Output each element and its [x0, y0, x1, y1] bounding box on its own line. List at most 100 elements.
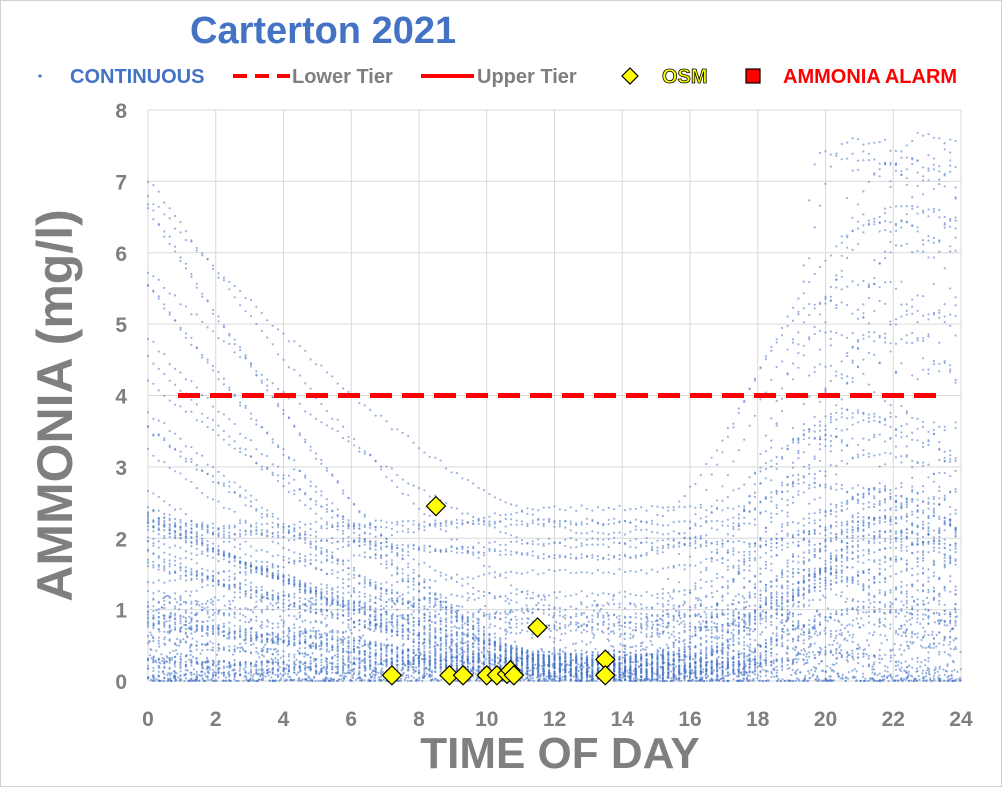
continuous-point: [179, 663, 182, 666]
continuous-point: [152, 592, 155, 595]
continuous-point: [575, 629, 578, 632]
continuous-point: [656, 513, 659, 517]
continuous-point: [916, 609, 919, 612]
continuous-point: [477, 575, 480, 578]
continuous-point: [764, 620, 768, 623]
continuous-point: [385, 521, 388, 524]
continuous-point: [222, 527, 225, 530]
continuous-point: [520, 572, 524, 575]
continuous-point: [304, 669, 307, 672]
continuous-point: [781, 326, 784, 330]
continuous-point: [813, 522, 816, 525]
continuous-point: [894, 560, 898, 563]
continuous-point: [211, 579, 215, 583]
continuous-point: [813, 415, 816, 419]
continuous-point: [618, 618, 621, 621]
continuous-point: [808, 487, 811, 490]
continuous-point: [743, 660, 746, 663]
continuous-point: [239, 346, 242, 349]
continuous-point: [932, 311, 936, 314]
continuous-point: [342, 586, 345, 589]
continuous-point: [304, 441, 307, 444]
continuous-point: [146, 528, 150, 531]
continuous-point: [667, 509, 670, 512]
continuous-point: [575, 652, 578, 655]
continuous-point: [943, 315, 946, 318]
continuous-point: [737, 411, 740, 414]
continuous-point: [954, 551, 957, 554]
continuous-point: [233, 624, 236, 627]
continuous-point: [445, 632, 448, 635]
continuous-point: [753, 508, 757, 511]
continuous-point: [938, 309, 941, 312]
continuous-point: [672, 625, 675, 629]
continuous-point: [390, 527, 393, 530]
continuous-point: [781, 539, 784, 542]
continuous-point: [905, 303, 908, 306]
continuous-point: [667, 524, 670, 527]
continuous-point: [407, 633, 410, 637]
continuous-point: [808, 567, 811, 570]
continuous-point: [867, 489, 871, 492]
continuous-point: [244, 666, 247, 669]
continuous-point: [434, 522, 437, 525]
continuous-point: [884, 540, 887, 543]
continuous-point: [943, 651, 946, 654]
continuous-point: [949, 556, 952, 560]
continuous-point: [905, 545, 908, 548]
continuous-point: [157, 419, 160, 422]
continuous-point: [873, 340, 876, 343]
continuous-point: [672, 544, 675, 547]
continuous-point: [146, 564, 150, 568]
continuous-point: [927, 133, 930, 136]
continuous-point: [894, 287, 898, 290]
continuous-point: [157, 611, 160, 615]
continuous-point: [575, 531, 578, 535]
continuous-point: [824, 538, 827, 541]
continuous-point: [239, 522, 242, 525]
continuous-point: [363, 450, 366, 453]
continuous-point: [851, 636, 854, 639]
continuous-point: [309, 387, 312, 390]
continuous-point: [342, 609, 345, 612]
continuous-point: [889, 240, 892, 243]
continuous-point: [629, 545, 632, 549]
continuous-point: [943, 267, 946, 270]
continuous-point: [873, 505, 876, 508]
continuous-point: [174, 534, 177, 537]
continuous-point: [352, 612, 356, 615]
continuous-point: [802, 321, 805, 324]
continuous-point: [358, 401, 361, 405]
continuous-point: [201, 629, 204, 632]
continuous-point: [613, 531, 616, 534]
continuous-point: [884, 220, 887, 223]
continuous-point: [184, 627, 187, 631]
continuous-point: [255, 532, 258, 536]
continuous-point: [797, 561, 800, 564]
continuous-point: [287, 614, 290, 617]
continuous-point: [206, 600, 209, 603]
continuous-point: [916, 516, 919, 519]
continuous-point: [873, 276, 876, 280]
continuous-point: [867, 533, 871, 537]
continuous-point: [401, 614, 404, 618]
continuous-point: [336, 430, 339, 433]
continuous-point: [699, 525, 702, 528]
continuous-point: [829, 165, 833, 168]
continuous-point: [699, 474, 702, 477]
continuous-point: [190, 313, 193, 316]
continuous-point: [233, 338, 236, 341]
continuous-point: [520, 646, 524, 650]
continuous-point: [146, 195, 150, 198]
continuous-point: [688, 505, 692, 508]
continuous-point: [472, 482, 475, 485]
continuous-point: [954, 547, 957, 550]
continuous-point: [829, 561, 833, 564]
continuous-point: [873, 661, 876, 664]
continuous-point: [412, 596, 415, 599]
continuous-point: [347, 619, 350, 622]
continuous-point: [591, 632, 594, 635]
continuous-point: [380, 659, 383, 662]
continuous-point: [439, 606, 442, 609]
continuous-point: [732, 516, 735, 519]
